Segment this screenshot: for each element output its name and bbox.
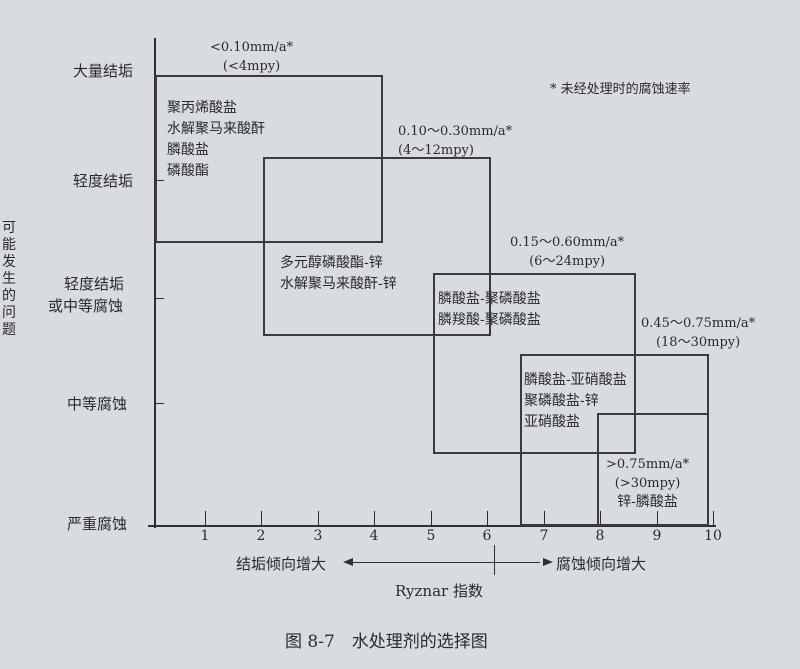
y-level-label: 中等腐蚀	[67, 395, 128, 413]
region-box-5	[597, 413, 709, 526]
arrow-right-icon	[543, 558, 553, 566]
x-tick-label: 3	[313, 528, 323, 544]
region-4-rate: 0.45～0.75mm/a* (18～30mpy)	[641, 314, 755, 352]
rate-mpy: (4～12mpy)	[398, 143, 474, 158]
x-tick	[544, 511, 545, 525]
neutral-marker	[494, 545, 495, 575]
rate-mm: 0.15～0.60mm/a*	[510, 235, 625, 250]
agent: 锌-膦酸盐	[617, 494, 678, 510]
x-axis-title: Ryznar 指数	[395, 582, 483, 600]
region-box-2	[263, 157, 491, 336]
y-axis-line	[154, 38, 156, 528]
x-tick-label: 10	[704, 528, 722, 544]
rate-mm: 0.10～0.30mm/a*	[398, 124, 513, 139]
tendency-arrow-line	[350, 562, 540, 563]
agent: 磷酸酯	[167, 163, 209, 179]
x-tick	[261, 511, 262, 525]
x-axis-line	[148, 525, 716, 527]
y-tick	[156, 180, 164, 181]
x-tick-label: 1	[200, 528, 210, 544]
arrow-left-icon	[343, 558, 353, 566]
agent: 膦羧酸-聚磷酸盐	[438, 312, 541, 328]
region-4-agents: 膦酸盐-亚硝酸盐 聚磷酸盐-锌 亚硝酸盐	[524, 370, 627, 433]
rate-mm: <0.10mm/a*	[210, 40, 294, 55]
rate-mpy: (18～30mpy)	[655, 335, 741, 350]
x-tick-label: 5	[426, 528, 436, 544]
agent: 膦酸盐-聚磷酸盐	[438, 291, 541, 307]
agent: 聚丙烯酸盐	[167, 100, 237, 116]
x-tick	[713, 511, 714, 525]
region-2-agents: 多元醇磷酸酯-锌 水解聚马来酸酐-锌	[280, 253, 397, 295]
x-tick	[487, 511, 488, 525]
y-level-label: 大量结垢	[73, 62, 134, 80]
x-tick	[205, 511, 206, 525]
y-level-label: 或中等腐蚀	[48, 297, 124, 315]
region-3-rate: 0.15～0.60mm/a* (6～24mpy)	[510, 233, 624, 271]
x-tick-label: 9	[652, 528, 662, 544]
y-tick	[156, 298, 164, 299]
x-tick-label: 2	[256, 528, 266, 544]
agent: 水解聚马来酸酐-锌	[280, 276, 397, 292]
y-tick	[156, 403, 164, 404]
x-tick-label: 6	[482, 528, 492, 544]
y-level-label: 严重腐蚀	[67, 515, 128, 533]
region-3-agents: 膦酸盐-聚磷酸盐 膦羧酸-聚磷酸盐	[438, 289, 541, 331]
x-tick	[374, 511, 375, 525]
y-level-label: 轻度结垢	[64, 275, 125, 293]
rate-mpy: (<4mpy)	[222, 59, 281, 74]
region-5-rate: >0.75mm/a* (>30mpy) 锌-膦酸盐	[606, 455, 689, 512]
agent: 膦酸盐-亚硝酸盐	[524, 372, 627, 388]
rate-mm: 0.45～0.75mm/a*	[641, 316, 756, 331]
region-1-agents: 聚丙烯酸盐 水解聚马来酸酐 膦酸盐 磷酸酯	[167, 98, 265, 182]
x-tick-label: 7	[539, 528, 549, 544]
footnote: * 未经处理时的腐蚀速率	[550, 82, 691, 97]
y-level-label: 轻度结垢	[73, 172, 134, 190]
agent: 多元醇磷酸酯-锌	[280, 255, 383, 271]
y-axis-title: 可能发生的问题	[2, 220, 16, 338]
region-box-3	[433, 273, 636, 454]
agent: 亚硝酸盐	[524, 414, 580, 430]
agent: 聚磷酸盐-锌	[524, 393, 599, 409]
corrosion-tendency-label: 腐蚀倾向增大	[556, 555, 647, 573]
scaling-tendency-label: 结垢倾向增大	[236, 555, 327, 573]
region-box-1	[155, 75, 383, 243]
x-tick	[657, 511, 658, 525]
x-tick	[600, 511, 601, 525]
rate-mpy: (6～24mpy)	[529, 254, 606, 269]
x-tick	[318, 511, 319, 525]
x-tick-label: 8	[595, 528, 605, 544]
figure-caption: 图 8-7 水处理剂的选择图	[285, 632, 488, 652]
rate-mm: >0.75mm/a*	[606, 457, 690, 472]
agent: 膦酸盐	[167, 142, 209, 158]
agent: 水解聚马来酸酐	[167, 121, 265, 137]
region-2-rate: 0.10～0.30mm/a* (4～12mpy)	[398, 122, 512, 160]
x-tick-label: 4	[369, 528, 379, 544]
x-tick	[431, 511, 432, 525]
region-1-rate: <0.10mm/a* (<4mpy)	[210, 38, 293, 76]
rate-mpy: (>30mpy)	[614, 476, 681, 491]
